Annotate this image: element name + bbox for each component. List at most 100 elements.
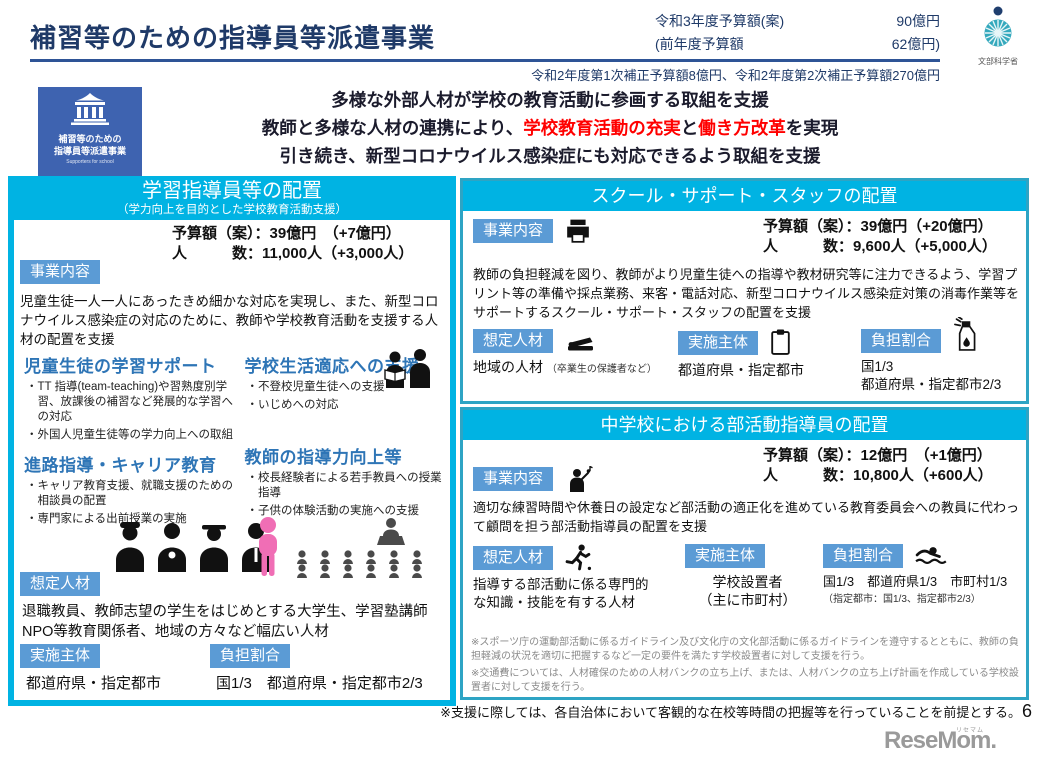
club-futan-badge: 負担割合 xyxy=(823,544,904,568)
left-budget-label: 予算額（案）： xyxy=(172,225,270,242)
intro-statement: 多様な外部人材が学校の教育活動に参画する取組を支援 教師と多様な人材の連携により… xyxy=(150,86,950,170)
program-logo-line2: 指導員等派遣事業 xyxy=(53,146,126,156)
left-panel-title: 学習指導員等の配置 xyxy=(142,180,322,202)
sss-jisshi-text: 都道府県・指定都市 xyxy=(678,362,804,378)
club-budget-value: 12億円 （+1億円） xyxy=(860,447,992,464)
left-panel-subtitle: （学力向上を目的とした学校教育活動支援） xyxy=(117,204,347,216)
resemom-ruby: リセマム xyxy=(956,728,985,734)
mext-logo: 文部科学省 xyxy=(962,4,1034,67)
budget-year-label: 令和3年度予算額(案) xyxy=(655,13,785,29)
section-heading-shidoryoku: 教師の指導力向上等 xyxy=(244,448,402,467)
program-logo: 補習等のための 指導員等派遣事業 Supporters for school xyxy=(38,87,142,176)
panel-bukatsudo-shidoin: 中学校における部活動指導員の配置 事業内容 予算額（案）：12億円 （+1億円）… xyxy=(460,407,1029,700)
budget-prev-label: (前年度予算額 xyxy=(655,36,744,52)
left-futan-text: 国1/3 都道府県・指定都市2/3 xyxy=(216,675,423,692)
sss-jinzai-badge: 想定人材 xyxy=(473,329,554,353)
club-futan-group: 負担割合 国1/3 都道府県1/3 市町村1/3 （指定都市：国1/3、指定都市… xyxy=(823,544,1023,609)
bullet: 専門家による出前授業の実施 xyxy=(26,512,244,527)
sss-content-row: 事業内容 xyxy=(473,219,591,244)
club-footnote-1: ※スポーツ庁の運動部活動に係るガイドライン及び文化庁の文化部活動に係るガイドライ… xyxy=(471,637,1019,662)
mext-emblem-icon xyxy=(984,6,1012,47)
intro-line2-red2: 働き方改革 xyxy=(698,118,786,138)
sss-budget-block: 予算額（案）：39億円（+20億円） 人 数：9,600人（+5,000人） xyxy=(763,217,997,257)
bullet: 外国人児童生徒等の学力向上への取組 xyxy=(26,428,244,443)
resemom-logo: リセマム ReseMom. xyxy=(884,727,1014,755)
club-count-value: 10,800人（+600人） xyxy=(853,467,993,484)
sss-content-badge: 事業内容 xyxy=(473,219,554,244)
resemom-brand: ReseMom. xyxy=(884,727,997,754)
supplementary-budget-line: 令和2年度第1次補正予算額8億円、令和2年度第2次補正予算額270億円 xyxy=(531,68,940,83)
program-logo-text: 補習等のための 指導員等派遣事業 xyxy=(38,133,142,157)
section-bullets: TT 指導(team-teaching)や習熟度別学習、放課後の補習など発展的な… xyxy=(24,380,244,443)
sss-budget-label: 予算額（案）： xyxy=(763,218,861,235)
bullet: 校長経験者による若手教員への授業指導 xyxy=(246,471,448,501)
club-jinzai-text: 指導する部活動に係る専門的な知識・技能を有する人材 xyxy=(473,577,649,610)
left-jinzai-badge: 想定人材 xyxy=(20,572,101,596)
budget-prev-value: 62億円) xyxy=(891,36,940,52)
podium-speaker-icon xyxy=(377,518,405,545)
intro-line2-post: を実現 xyxy=(785,118,839,138)
section-heading-career: 進路指導・キャリア教育 xyxy=(24,456,217,475)
presenter-audience-icons xyxy=(259,517,422,578)
audience-rows xyxy=(297,550,422,578)
left-col1: 児童生徒の学習サポート TT 指導(team-teaching)や習熟度別学習、… xyxy=(24,352,244,535)
sss-count-value: 9,600人（+5,000人） xyxy=(853,238,997,255)
club-budget-label: 予算額（案）： xyxy=(763,447,861,464)
sss-description: 教師の負担軽減を図り、教師がより児童生徒への指導や教材研究等に注力できるよう、学… xyxy=(473,267,1020,320)
sss-jinzai-text: 地域の人材 （卒業生の保護者など） xyxy=(473,358,658,379)
club-title: 中学校における部活動指導員の配置 xyxy=(463,410,1026,440)
bullet: 不登校児童生徒への支援 xyxy=(246,380,448,395)
panel-gakushu-shidoin: 学習指導員等の配置 （学力向上を目的とした学校教育活動支援） 予算額（案）：39… xyxy=(8,176,456,706)
club-budget-block: 予算額（案）：12億円 （+1億円） 人 数：10,800人（+600人） xyxy=(763,446,993,486)
left-description: 児童生徒一人一人にあったきめ細かな対応を実現し、また、新型コロナウイルス感染症の… xyxy=(20,294,439,347)
club-jinzai-badge: 想定人材 xyxy=(473,545,554,570)
club-count-label: 人 数： xyxy=(763,467,854,484)
bottom-note-text: ※支援に際しては、各自治体において客観的な在校等時間の把握等を行っていることを前… xyxy=(440,705,1021,720)
left-futan-badge: 負担割合 xyxy=(210,644,291,668)
sss-futan-badge: 負担割合 xyxy=(861,329,942,353)
club-futan-main: 国1/3 都道府県1/3 市町村1/3 xyxy=(823,574,1008,589)
club-content-badge: 事業内容 xyxy=(473,467,554,492)
running-person-icon xyxy=(566,544,592,571)
sss-budget-value: 39億円（+20億円） xyxy=(860,218,993,235)
program-logo-subtext: Supporters for school xyxy=(66,159,114,165)
bullet: キャリア教育支援、就職支援のための相談員の配置 xyxy=(26,479,244,509)
spray-bottle-icon xyxy=(954,315,976,351)
panel-school-support-staff: スクール・サポート・スタッフの配置 事業内容 予算額（案）：39億円（+20億円… xyxy=(460,178,1029,404)
sss-jisshi-group: 実施主体 都道府県・指定都市 xyxy=(678,329,843,379)
left-panel-body: 予算額（案）：39億円 （+7億円） 人 数：11,000人（+3,000人） … xyxy=(14,220,450,700)
sss-futan-group: 負担割合 国1/3 都道府県・指定都市2/3 xyxy=(861,315,1026,394)
sss-jinzai-note: （卒業生の保護者など） xyxy=(546,364,657,375)
budget-summary: 令和3年度予算額(案) 90億円 (前年度予算額 62億円) xyxy=(655,10,940,56)
left-panel-header: 学習指導員等の配置 （学力向上を目的とした学校教育活動支援） xyxy=(8,176,456,217)
club-jisshi-text: 学校設置者 （主に市町村） xyxy=(685,573,810,609)
mext-caption: 文部科学省 xyxy=(978,57,1018,66)
intro-line3: 引き続き、新型コロナウイルス感染症にも対応できるよう取組を支援 xyxy=(279,146,821,166)
bullet: いじめへの対応 xyxy=(246,398,448,413)
club-jisshi-note: （主に市町村） xyxy=(698,592,797,608)
intro-line2-red1: 学校教育活動の充実 xyxy=(523,118,681,138)
club-futan-note: （指定都市：国1/3、指定都市2/3） xyxy=(823,594,981,605)
intro-line2-mid: と xyxy=(680,118,699,138)
club-content-row: 事業内容 xyxy=(473,465,594,492)
sss-count-label: 人 数： xyxy=(763,238,854,255)
club-description: 適切な練習時間や休養日の設定など部活動の適正化を進めている教育委員会への教員に代… xyxy=(473,500,1020,534)
left-sections-grid: 児童生徒の学習サポート TT 指導(team-teaching)や習熟度別学習、… xyxy=(24,352,448,535)
clipboard-icon xyxy=(771,329,791,355)
left-jisshi-text: 都道府県・指定都市 xyxy=(26,675,162,692)
club-footnotes: ※スポーツ庁の運動部活動に係るガイドライン及び文化庁の文化部活動に係るガイドライ… xyxy=(471,636,1020,698)
bullet: 子供の体験活動の実施への支援 xyxy=(246,504,448,519)
intro-line2-pre: 教師と多様な人材の連携により、 xyxy=(261,118,524,138)
club-futan-text: 国1/3 都道府県1/3 市町村1/3 （指定都市：国1/3、指定都市2/3） xyxy=(823,573,1023,609)
swimmer-icon xyxy=(915,547,947,565)
club-jisshi-badge: 実施主体 xyxy=(685,544,766,568)
stapler-icon xyxy=(568,337,594,351)
students-reading-icon xyxy=(384,349,430,388)
title-divider xyxy=(30,59,940,62)
section-bullets: 不登校児童生徒への支援 いじめへの対応 xyxy=(244,380,448,413)
budget-year-value: 90億円 xyxy=(896,13,940,29)
section-bullets: キャリア教育支援、就職支援のための相談員の配置 専門家による出前授業の実施 xyxy=(24,479,244,527)
left-budget-value: 39億円 （+7億円） xyxy=(269,225,401,242)
sss-jisshi-badge: 実施主体 xyxy=(678,330,759,355)
sss-futan-text: 国1/3 都道府県・指定都市2/3 xyxy=(861,358,1026,394)
